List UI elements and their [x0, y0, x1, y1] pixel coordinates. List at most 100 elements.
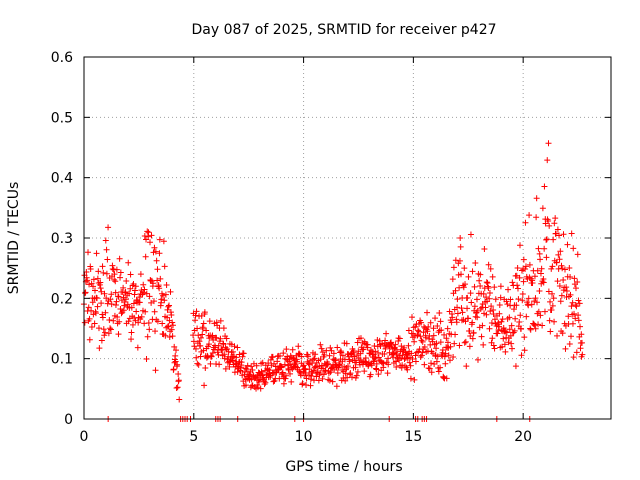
- data-point: [563, 287, 570, 294]
- data-point: [311, 355, 318, 362]
- data-point: [477, 282, 484, 289]
- data-point: [560, 276, 567, 283]
- data-point: [483, 311, 490, 318]
- data-point: [555, 265, 562, 272]
- y-tick-label: 0.6: [51, 50, 73, 66]
- data-point: [478, 333, 485, 340]
- data-point: [352, 364, 359, 371]
- chart-title: Day 087 of 2025, SRMTID for receiver p42…: [191, 22, 496, 38]
- data-point: [322, 367, 329, 374]
- data-point: [556, 256, 563, 263]
- data-point: [175, 377, 182, 384]
- data-point: [283, 372, 290, 379]
- data-point: [142, 308, 149, 315]
- data-point: [353, 372, 360, 379]
- data-point: [128, 304, 135, 311]
- data-point: [385, 355, 392, 362]
- data-point: [319, 349, 326, 356]
- data-point: [192, 312, 199, 319]
- y-axis-label: SRMTID / TECUs: [6, 182, 22, 295]
- data-point: [112, 278, 119, 285]
- data-point: [156, 236, 163, 243]
- data-point: [444, 339, 451, 346]
- data-point: [266, 367, 273, 374]
- data-point: [98, 337, 105, 344]
- data-point: [488, 320, 495, 327]
- data-point: [553, 259, 560, 266]
- data-point: [537, 312, 544, 319]
- data-point: [518, 267, 525, 274]
- data-point: [159, 292, 166, 299]
- data-point: [190, 332, 197, 339]
- y-tick-label: 0.5: [51, 110, 73, 126]
- data-point: [461, 265, 468, 272]
- data-point: [82, 289, 89, 296]
- data-point: [412, 358, 419, 365]
- data-point: [81, 319, 88, 326]
- data-point: [393, 346, 400, 353]
- data-point: [547, 328, 554, 335]
- data-point: [531, 273, 538, 280]
- data-point: [569, 299, 576, 306]
- data-point: [502, 328, 509, 335]
- data-point: [371, 355, 378, 362]
- data-point: [86, 281, 93, 288]
- data-point: [404, 352, 411, 359]
- data-point: [315, 377, 322, 384]
- data-point: [113, 266, 120, 273]
- data-point: [85, 304, 92, 311]
- data-point: [490, 311, 497, 318]
- data-point: [100, 269, 107, 276]
- data-point: [364, 341, 371, 348]
- data-point: [452, 257, 459, 264]
- data-point: [470, 329, 477, 336]
- data-point: [115, 331, 122, 338]
- data-point: [443, 375, 450, 382]
- data-point: [380, 360, 387, 367]
- data-point: [566, 340, 573, 347]
- data-point: [201, 382, 208, 389]
- data-point: [152, 367, 159, 374]
- data-point: [486, 290, 493, 297]
- data-point: [317, 341, 324, 348]
- data-point: [418, 337, 425, 344]
- data-point: [534, 299, 541, 306]
- data-point: [552, 215, 559, 222]
- data-point: [526, 261, 533, 268]
- data-point: [390, 350, 397, 357]
- data-point: [236, 351, 243, 358]
- data-point: [269, 353, 276, 360]
- x-tick-label: 0: [80, 429, 89, 445]
- data-point: [172, 352, 179, 359]
- data-point: [469, 335, 476, 342]
- data-point: [217, 335, 224, 342]
- data-point: [208, 353, 215, 360]
- data-point: [140, 289, 147, 296]
- data-point: [124, 301, 131, 308]
- data-point: [560, 231, 567, 238]
- data-point: [98, 300, 105, 307]
- data-point: [310, 356, 317, 363]
- data-point: [462, 338, 469, 345]
- data-point: [420, 329, 427, 336]
- data-point: [175, 370, 182, 377]
- x-tick-label: 20: [514, 429, 532, 445]
- data-point: [512, 315, 519, 322]
- data-point: [569, 320, 576, 327]
- data-point: [528, 301, 535, 308]
- data-point: [488, 303, 495, 310]
- data-point: [86, 336, 93, 343]
- data-point: [510, 329, 517, 336]
- data-point: [109, 265, 116, 272]
- data-point: [222, 365, 229, 372]
- data-point: [444, 325, 451, 332]
- data-point: [267, 356, 274, 363]
- data-point: [432, 315, 439, 322]
- data-point: [159, 320, 166, 327]
- data-point: [378, 367, 385, 374]
- data-point: [458, 271, 465, 278]
- data-point: [110, 317, 117, 324]
- data-point: [577, 323, 584, 330]
- data-point: [102, 329, 109, 336]
- x-axis-label: GPS time / hours: [285, 459, 402, 475]
